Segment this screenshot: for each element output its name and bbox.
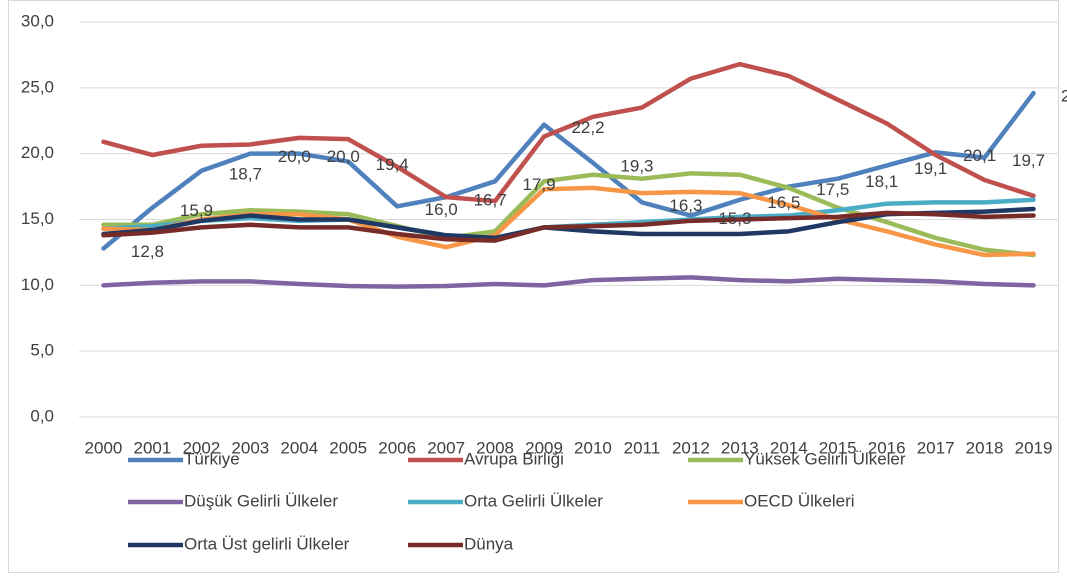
x-tick-label: 2002 bbox=[182, 438, 220, 457]
x-tick-label: 2014 bbox=[770, 438, 808, 457]
legend-label: Türkiye bbox=[184, 449, 240, 468]
data-label: 16,7 bbox=[474, 191, 507, 210]
y-tick-label: 10,0 bbox=[21, 275, 54, 294]
line bbox=[101, 90, 1036, 251]
data-label: 15,9 bbox=[180, 201, 213, 220]
x-tick-label: 2013 bbox=[721, 438, 759, 457]
y-tick-label: 15,0 bbox=[21, 209, 54, 228]
x-tick-label: 2017 bbox=[917, 438, 955, 457]
data-label: 17,5 bbox=[816, 180, 849, 199]
x-tick-label: 2016 bbox=[868, 438, 906, 457]
legend-label: Avrupa Birliği bbox=[464, 449, 564, 468]
x-tick-label: 2008 bbox=[476, 438, 514, 457]
x-tick-label: 2015 bbox=[819, 438, 857, 457]
x-tick-label: 2005 bbox=[329, 438, 367, 457]
legend-label: Orta Üst gelirli Ülkeler bbox=[184, 534, 350, 553]
y-tick-label: 30,0 bbox=[21, 11, 54, 30]
y-tick-label: 20,0 bbox=[21, 143, 54, 162]
x-tick-label: 2012 bbox=[672, 438, 710, 457]
y-tick-label: 0,0 bbox=[30, 406, 54, 425]
y-tick-label: 25,0 bbox=[21, 77, 54, 96]
data-label: 18,7 bbox=[229, 164, 262, 183]
data-label: 16,5 bbox=[767, 193, 800, 212]
x-tick-label: 2011 bbox=[624, 438, 661, 457]
data-label: 20,1 bbox=[963, 146, 996, 165]
data-label: 16,0 bbox=[425, 200, 458, 219]
x-tick-label: 2019 bbox=[1015, 438, 1053, 457]
x-tick-label: 2009 bbox=[525, 438, 563, 457]
y-tick-label: 5,0 bbox=[30, 341, 54, 360]
data-label: 19,7 bbox=[1012, 151, 1045, 170]
x-tick-label: 2001 bbox=[134, 438, 172, 457]
data-label: 22,2 bbox=[571, 118, 604, 137]
x-tick-label: 2006 bbox=[378, 438, 416, 457]
legend-label: Düşük Gelirli Ülkeler bbox=[184, 491, 338, 510]
data-label: 18,1 bbox=[865, 172, 898, 191]
x-tick-label: 2018 bbox=[966, 438, 1004, 457]
x-tick-label: 2007 bbox=[427, 438, 465, 457]
data-label: 16,3 bbox=[669, 196, 702, 215]
x-tick-label: 2003 bbox=[231, 438, 269, 457]
data-label: 20,0 bbox=[327, 147, 360, 166]
data-label: 19,1 bbox=[914, 159, 947, 178]
x-tick-label: 2000 bbox=[85, 438, 123, 457]
x-tick-label: 2004 bbox=[280, 438, 318, 457]
legend-label: Orta Gelirli Ülkeler bbox=[464, 491, 603, 510]
x-tick-label: 2010 bbox=[574, 438, 612, 457]
line bbox=[101, 171, 1036, 258]
data-label: 17,9 bbox=[523, 175, 556, 194]
data-label: 19,4 bbox=[376, 155, 409, 174]
line bbox=[101, 210, 1036, 243]
legend-label: Yüksek Gelirli Ülkeler bbox=[744, 449, 906, 468]
data-label: 20,0 bbox=[278, 147, 311, 166]
data-label: 15,3 bbox=[718, 209, 751, 228]
line bbox=[101, 275, 1036, 289]
data-label: 19,3 bbox=[620, 156, 653, 175]
legend-label: Dünya bbox=[464, 534, 514, 553]
line bbox=[101, 61, 1036, 204]
data-label: 12,8 bbox=[131, 242, 164, 261]
legend-label: OECD Ülkeleri bbox=[744, 491, 855, 510]
data-label: 24,6 bbox=[1061, 87, 1067, 106]
